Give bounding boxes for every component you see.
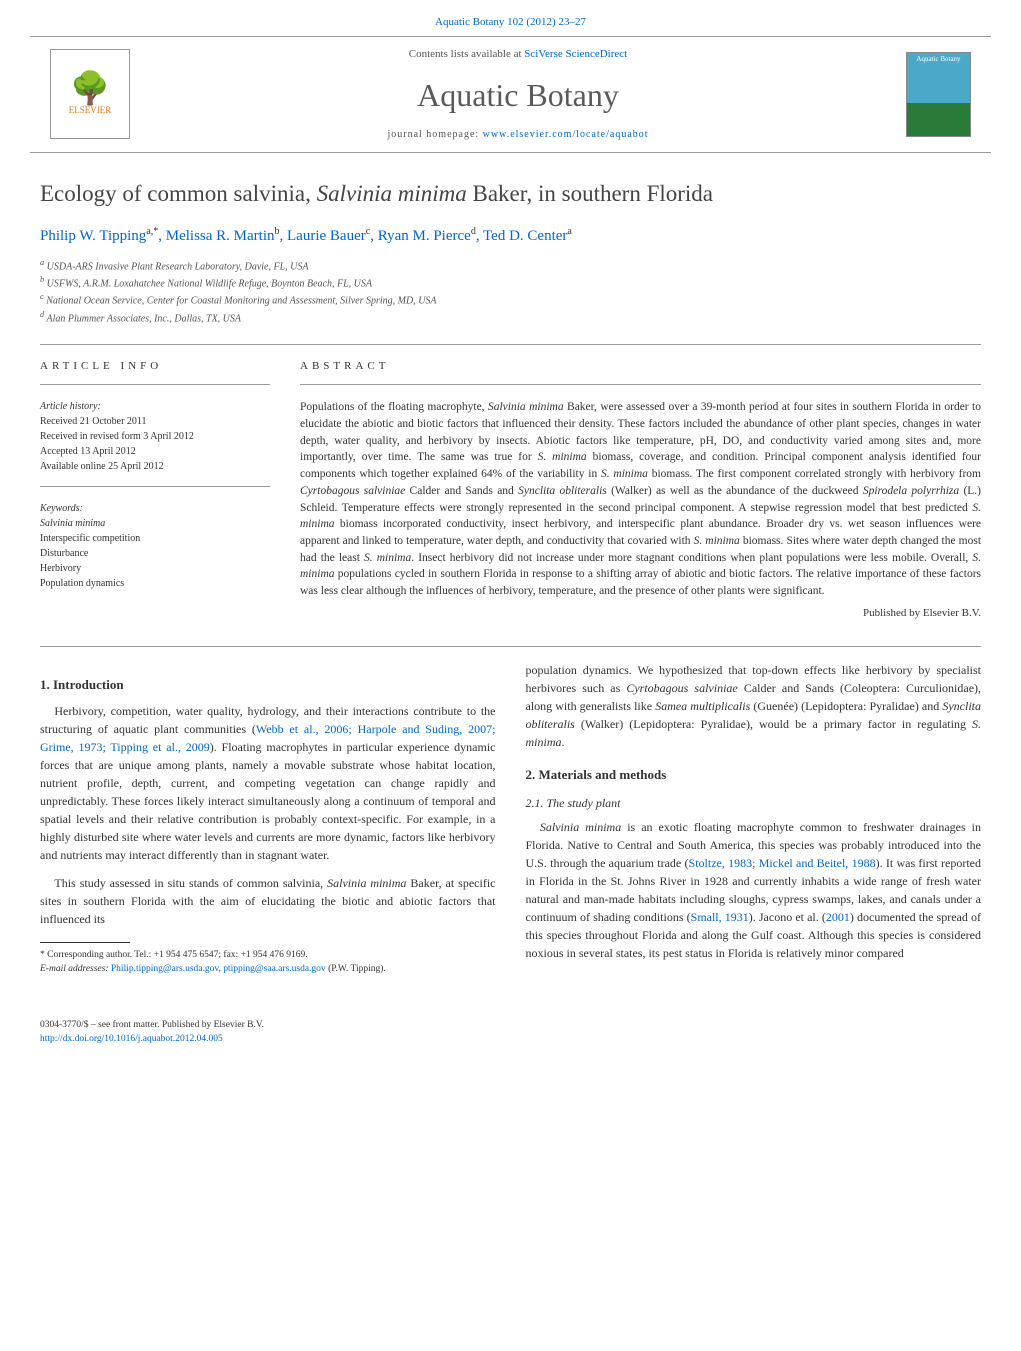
intro-paragraph-1: Herbivory, competition, water quality, h… (40, 702, 496, 864)
homepage-prefix: journal homepage: (387, 129, 482, 140)
introduction-heading: 1. Introduction (40, 675, 496, 695)
journal-banner: 🌳 ELSEVIER Contents lists available at S… (30, 36, 991, 152)
abstract-heading: abstract (300, 359, 981, 374)
intro-paragraph-2: This study assessed in situ stands of co… (40, 874, 496, 928)
affiliations: a USDA-ARS Invasive Plant Research Labor… (40, 257, 981, 326)
intro-continuation: population dynamics. We hypothesized tha… (526, 661, 982, 751)
contents-prefix: Contents lists available at (409, 48, 524, 60)
footnote-separator (40, 942, 130, 943)
tree-icon: 🌳 (70, 72, 110, 104)
sciencedirect-link[interactable]: SciVerse ScienceDirect (524, 48, 627, 60)
article-info-heading: article info (40, 359, 270, 374)
author-list: Philip W. Tippinga,*, Melissa R. Martinb… (40, 225, 981, 247)
divider (40, 384, 270, 385)
homepage-link[interactable]: www.elsevier.com/locate/aquabot (483, 129, 649, 140)
journal-cover-thumbnail: Aquatic Botany (906, 52, 971, 137)
article-history: Received 21 October 2011Received in revi… (40, 416, 194, 472)
methods-heading: 2. Materials and methods (526, 765, 982, 785)
keywords-list: Salvinia minimaInterspecific competition… (40, 518, 140, 589)
study-plant-paragraph: Salvinia minima is an exotic floating ma… (526, 818, 982, 962)
divider (300, 384, 981, 385)
corresponding-author-note: * Corresponding author. Tel.: +1 954 475… (40, 949, 496, 976)
divider (40, 486, 270, 487)
divider (40, 646, 981, 647)
doi-link[interactable]: http://dx.doi.org/10.1016/j.aquabot.2012… (40, 1034, 223, 1044)
keywords-label: Keywords: (40, 503, 83, 514)
elsevier-logo: 🌳 ELSEVIER (50, 49, 130, 139)
journal-reference: Aquatic Botany 102 (2012) 23–27 (435, 16, 586, 28)
abstract-text: Populations of the floating macrophyte, … (300, 399, 981, 599)
study-plant-heading: 2.1. The study plant (526, 794, 982, 812)
journal-title: Aquatic Botany (130, 73, 906, 118)
divider (40, 344, 981, 345)
email-link-2[interactable]: ptipping@saa.ars.usda.gov (223, 964, 325, 974)
page-footer: 0304-3770/$ – see front matter. Publishe… (0, 1009, 1021, 1066)
published-by: Published by Elsevier B.V. (300, 606, 981, 621)
email-link-1[interactable]: Philip.tipping@ars.usda.gov (111, 964, 219, 974)
history-label: Article history: (40, 401, 101, 412)
elsevier-name: ELSEVIER (69, 104, 112, 117)
article-title: Ecology of common salvinia, Salvinia min… (40, 178, 981, 210)
